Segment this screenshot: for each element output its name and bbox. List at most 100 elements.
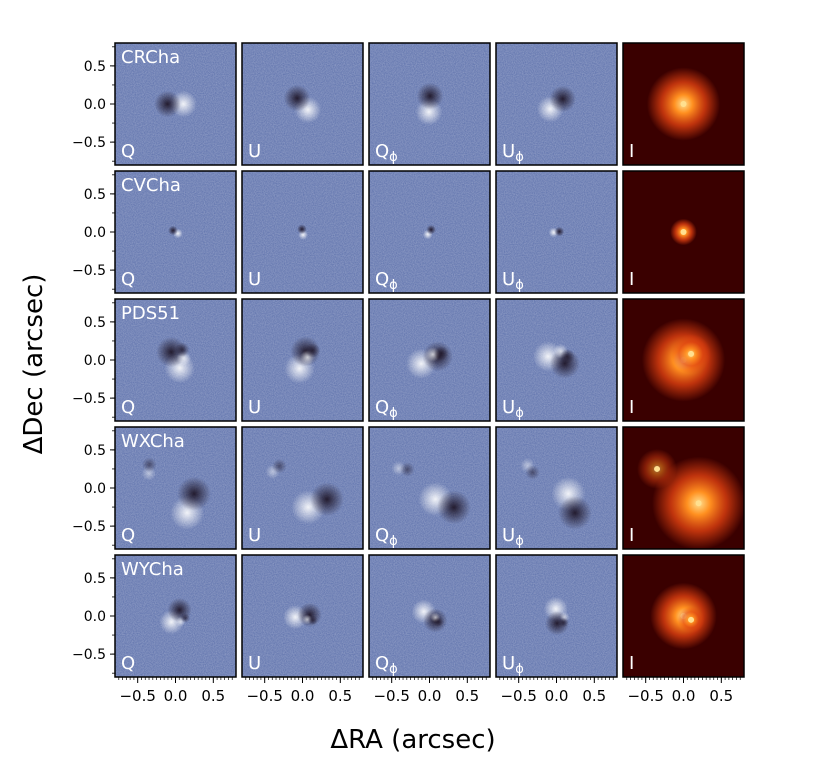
pol-negative-lobe [305,343,320,358]
pol-negative-lobe [180,613,191,623]
column-label: U [248,269,261,290]
panel-frame [368,298,491,422]
panel-pds51-0: Q PDS51 [114,298,237,422]
panel-wycha-4: I [622,554,745,678]
panel-frame [368,42,491,166]
pol-negative-lobe [297,224,307,234]
panel-pds51-2: Qϕ [368,298,491,422]
column-label: Q [121,141,135,162]
pol-negative-lobe [308,615,318,626]
pol-negative-lobe [174,342,190,357]
panel-wycha-2: Qϕ [368,554,491,678]
panel-frame [622,42,745,166]
column-label: Q [121,269,135,290]
intensity-core [695,500,702,507]
panel-pds51-4: I [622,298,745,422]
pol-negative-lobe [177,476,212,511]
pol-negative-lobe [272,458,287,474]
pol-negative-lobe [557,495,592,530]
pol-negative-lobe [416,82,444,110]
x-tick-label: 0.0 [291,687,315,705]
panel-crcha-0: Q CRCha [114,42,237,166]
column-label: I [629,525,634,546]
pol-negative-lobe [558,617,569,628]
row-label: CRCha [121,47,180,68]
pol-negative-lobe [436,490,471,525]
panel-frame [368,170,491,294]
panel-frame [495,170,618,294]
y-tick-label: 0.0 [84,609,106,625]
column-label: I [629,141,634,162]
panel-frame [495,42,618,166]
panel-crcha-2: Qϕ [368,42,491,166]
x-tick-label: 0.0 [164,687,188,705]
panel-frame [622,170,745,294]
x-tick-label: 0.5 [455,687,479,705]
column-label: Q [121,653,135,674]
pol-negative-lobe [433,617,444,628]
noise-texture [115,427,236,549]
column-label: I [629,269,634,290]
x-tick-label: 0.5 [709,687,733,705]
pol-negative-lobe [426,224,437,235]
y-tick-label: 0.5 [84,571,106,587]
x-tick-label: 0.0 [418,687,442,705]
y-tick-label: −0.5 [72,519,106,535]
column-label: Q [121,397,135,418]
intensity-core [680,101,687,107]
x-tick-label: −0.5 [119,687,155,705]
panel-frame [241,298,364,422]
pol-negative-lobe [310,482,344,517]
row-label: CVCha [121,175,181,196]
pol-negative-lobe [549,85,577,113]
row-label: WYCha [121,559,184,580]
panel-cvcha-0: Q CVCha [114,170,237,294]
y-tick-label: 0.5 [84,315,106,331]
noise-texture [242,427,363,549]
y-tick-label: −0.5 [72,647,106,663]
intensity-core [688,350,695,357]
row-label: PDS51 [121,303,180,324]
panel-frame [495,298,618,422]
panel-frame [622,298,745,422]
x-tick-label: −0.5 [246,687,282,705]
panel-frame [368,426,491,550]
intensity-core [680,229,687,235]
x-tick-label: −0.5 [627,687,663,705]
row-label: WXCha [121,431,185,452]
panel-crcha-4: I [622,42,745,166]
panel-frame [241,170,364,294]
pol-negative-lobe [283,84,311,112]
panel-cvcha-3: Uϕ [495,170,618,294]
pol-negative-lobe [434,346,449,361]
panel-wycha-3: Uϕ [495,554,618,678]
panel-cvcha-1: U [241,170,364,294]
panel-crcha-3: Uϕ [495,42,618,166]
panel-frame [495,426,618,550]
y-axis-label: ΔDec (arcsec) [19,274,49,455]
pol-negative-lobe [168,225,178,236]
pol-negative-lobe [141,457,157,472]
x-tick-label: 0.5 [328,687,352,705]
intensity-core [688,616,695,623]
x-tick-label: 0.5 [201,687,225,705]
panel-wxcha-1: U [241,426,364,550]
x-tick-label: −0.5 [373,687,409,705]
panel-pds51-1: U [241,298,364,422]
x-axis-label: ΔRA (arcsec) [330,725,495,755]
pol-negative-lobe [400,462,415,477]
y-tick-label: 0.0 [84,481,106,497]
x-tick-label: 0.5 [582,687,606,705]
panel-wycha-1: U [241,554,364,678]
pol-negative-lobe [154,90,181,118]
y-tick-label: 0.5 [84,443,106,459]
y-tick-label: 0.0 [84,97,106,113]
panel-wxcha-4: I [622,426,745,550]
column-label: U [248,525,261,546]
pol-negative-lobe [560,349,575,364]
y-tick-label: −0.5 [72,263,106,279]
panel-wxcha-0: Q WXCha [114,426,237,550]
pol-negative-lobe [554,226,565,237]
